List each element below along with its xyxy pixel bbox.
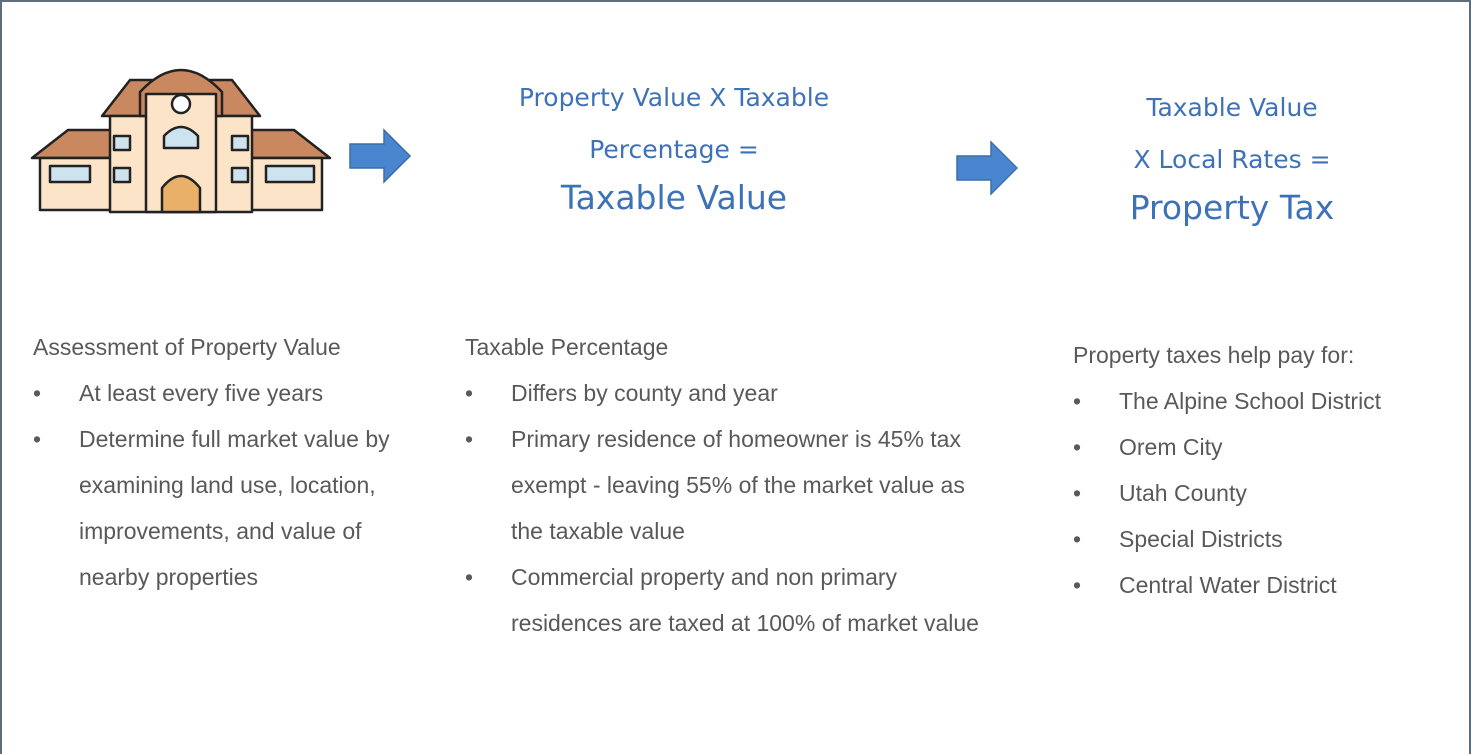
formula-line: Property Value X Taxable xyxy=(518,83,830,112)
column-heading: Taxable Percentage xyxy=(465,334,669,360)
bullet-item: Primary residence of homeowner is 45% ta… xyxy=(465,416,985,554)
arrow xyxy=(956,140,1019,196)
column: Taxable Percentage Differs by county and … xyxy=(465,324,985,646)
formula-line: Taxable Value xyxy=(1146,93,1318,122)
formula: Property Value X Taxable Percentage = Taxa… xyxy=(464,72,884,220)
bullet-item: Orem City xyxy=(1073,424,1453,470)
formula-result: Taxable Value xyxy=(560,178,788,217)
bullet-item: Determine full market value by examining… xyxy=(33,416,423,600)
building-illustration xyxy=(30,68,332,214)
column: Assessment of Property Value At least eve… xyxy=(33,324,423,600)
bullet-item: At least every five years xyxy=(33,370,423,416)
bullet-list: The Alpine School DistrictOrem CityUtah … xyxy=(1073,378,1453,608)
bullet-item: The Alpine School District xyxy=(1073,378,1453,424)
bullet-list: At least every five yearsDetermine full … xyxy=(33,370,423,600)
formula: Taxable Value X Local Rates = Property Tax xyxy=(1022,82,1442,230)
formula-result: Property Tax xyxy=(1129,188,1335,227)
bullet-item: Central Water District xyxy=(1073,562,1453,608)
bullet-list: Differs by county and yearPrimary reside… xyxy=(465,370,985,646)
arrow xyxy=(349,128,412,184)
bullet-item: Utah County xyxy=(1073,470,1453,516)
bullet-item: Commercial property and non primary resi… xyxy=(465,554,985,646)
column: Property taxes help pay for: The Alpine S… xyxy=(1073,332,1453,608)
column-heading: Property taxes help pay for: xyxy=(1073,342,1355,368)
formula-line: Percentage = xyxy=(589,135,759,164)
bullet-item: Differs by county and year xyxy=(465,370,985,416)
formula-line: X Local Rates = xyxy=(1133,145,1331,174)
column-heading: Assessment of Property Value xyxy=(33,334,341,360)
bullet-item: Special Districts xyxy=(1073,516,1453,562)
